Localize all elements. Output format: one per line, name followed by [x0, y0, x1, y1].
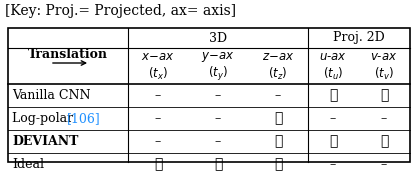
Text: $x{-}$ax: $x{-}$ax	[141, 51, 175, 63]
Text: –: –	[381, 158, 387, 171]
Text: –: –	[215, 112, 221, 125]
Text: ✓: ✓	[214, 158, 222, 172]
Text: Ideal: Ideal	[12, 158, 44, 171]
Text: $z{-}$ax: $z{-}$ax	[262, 51, 294, 63]
Text: $(t_x)$: $(t_x)$	[148, 66, 168, 82]
Text: Vanilla CNN: Vanilla CNN	[12, 89, 90, 102]
Text: ✓: ✓	[380, 135, 388, 149]
Text: [106]: [106]	[67, 112, 101, 125]
Text: $(t_z)$: $(t_z)$	[268, 66, 288, 82]
Text: DEVIANT: DEVIANT	[12, 135, 79, 148]
Text: Translation: Translation	[28, 48, 108, 60]
Text: $y{-}$ax: $y{-}$ax	[201, 50, 235, 64]
Text: Log-polar: Log-polar	[12, 112, 76, 125]
Text: –: –	[155, 112, 161, 125]
Text: –: –	[215, 89, 221, 102]
Text: –: –	[330, 158, 336, 171]
Text: Proj. 2D: Proj. 2D	[333, 32, 385, 44]
Text: [Key: Proj.= Projected, ax= axis]: [Key: Proj.= Projected, ax= axis]	[5, 4, 236, 18]
Text: ✓: ✓	[274, 135, 282, 149]
Text: $v$-ax: $v$-ax	[370, 51, 398, 63]
Text: $u$-ax: $u$-ax	[319, 51, 347, 63]
Bar	[8, 28, 410, 162]
Text: ✓: ✓	[380, 89, 388, 102]
Text: –: –	[381, 112, 387, 125]
Text: 3D: 3D	[209, 32, 227, 44]
Text: $(t_u)$: $(t_u)$	[323, 66, 343, 82]
Text: –: –	[330, 112, 336, 125]
Text: ✓: ✓	[329, 135, 337, 149]
Text: ✓: ✓	[274, 112, 282, 126]
Text: ✓: ✓	[274, 158, 282, 172]
Text: $(t_y)$: $(t_y)$	[208, 65, 228, 83]
Text: $(t_v)$: $(t_v)$	[374, 66, 394, 82]
Text: ✓: ✓	[154, 158, 162, 172]
Text: –: –	[275, 89, 281, 102]
Text: ✓: ✓	[329, 89, 337, 102]
Text: –: –	[215, 135, 221, 148]
Text: –: –	[155, 135, 161, 148]
Text: –: –	[155, 89, 161, 102]
